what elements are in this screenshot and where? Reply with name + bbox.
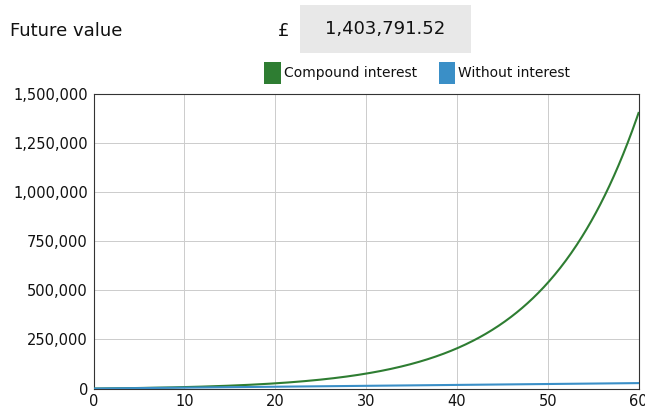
Text: Without interest: Without interest [458,66,570,81]
Text: Compound interest: Compound interest [284,66,417,81]
Bar [264,62,281,84]
FancyBboxPatch shape [300,4,471,53]
Text: 1,403,791.52: 1,403,791.52 [325,20,446,38]
Text: Future value: Future value [10,22,122,40]
Text: £: £ [278,22,290,40]
Bar [439,62,455,84]
